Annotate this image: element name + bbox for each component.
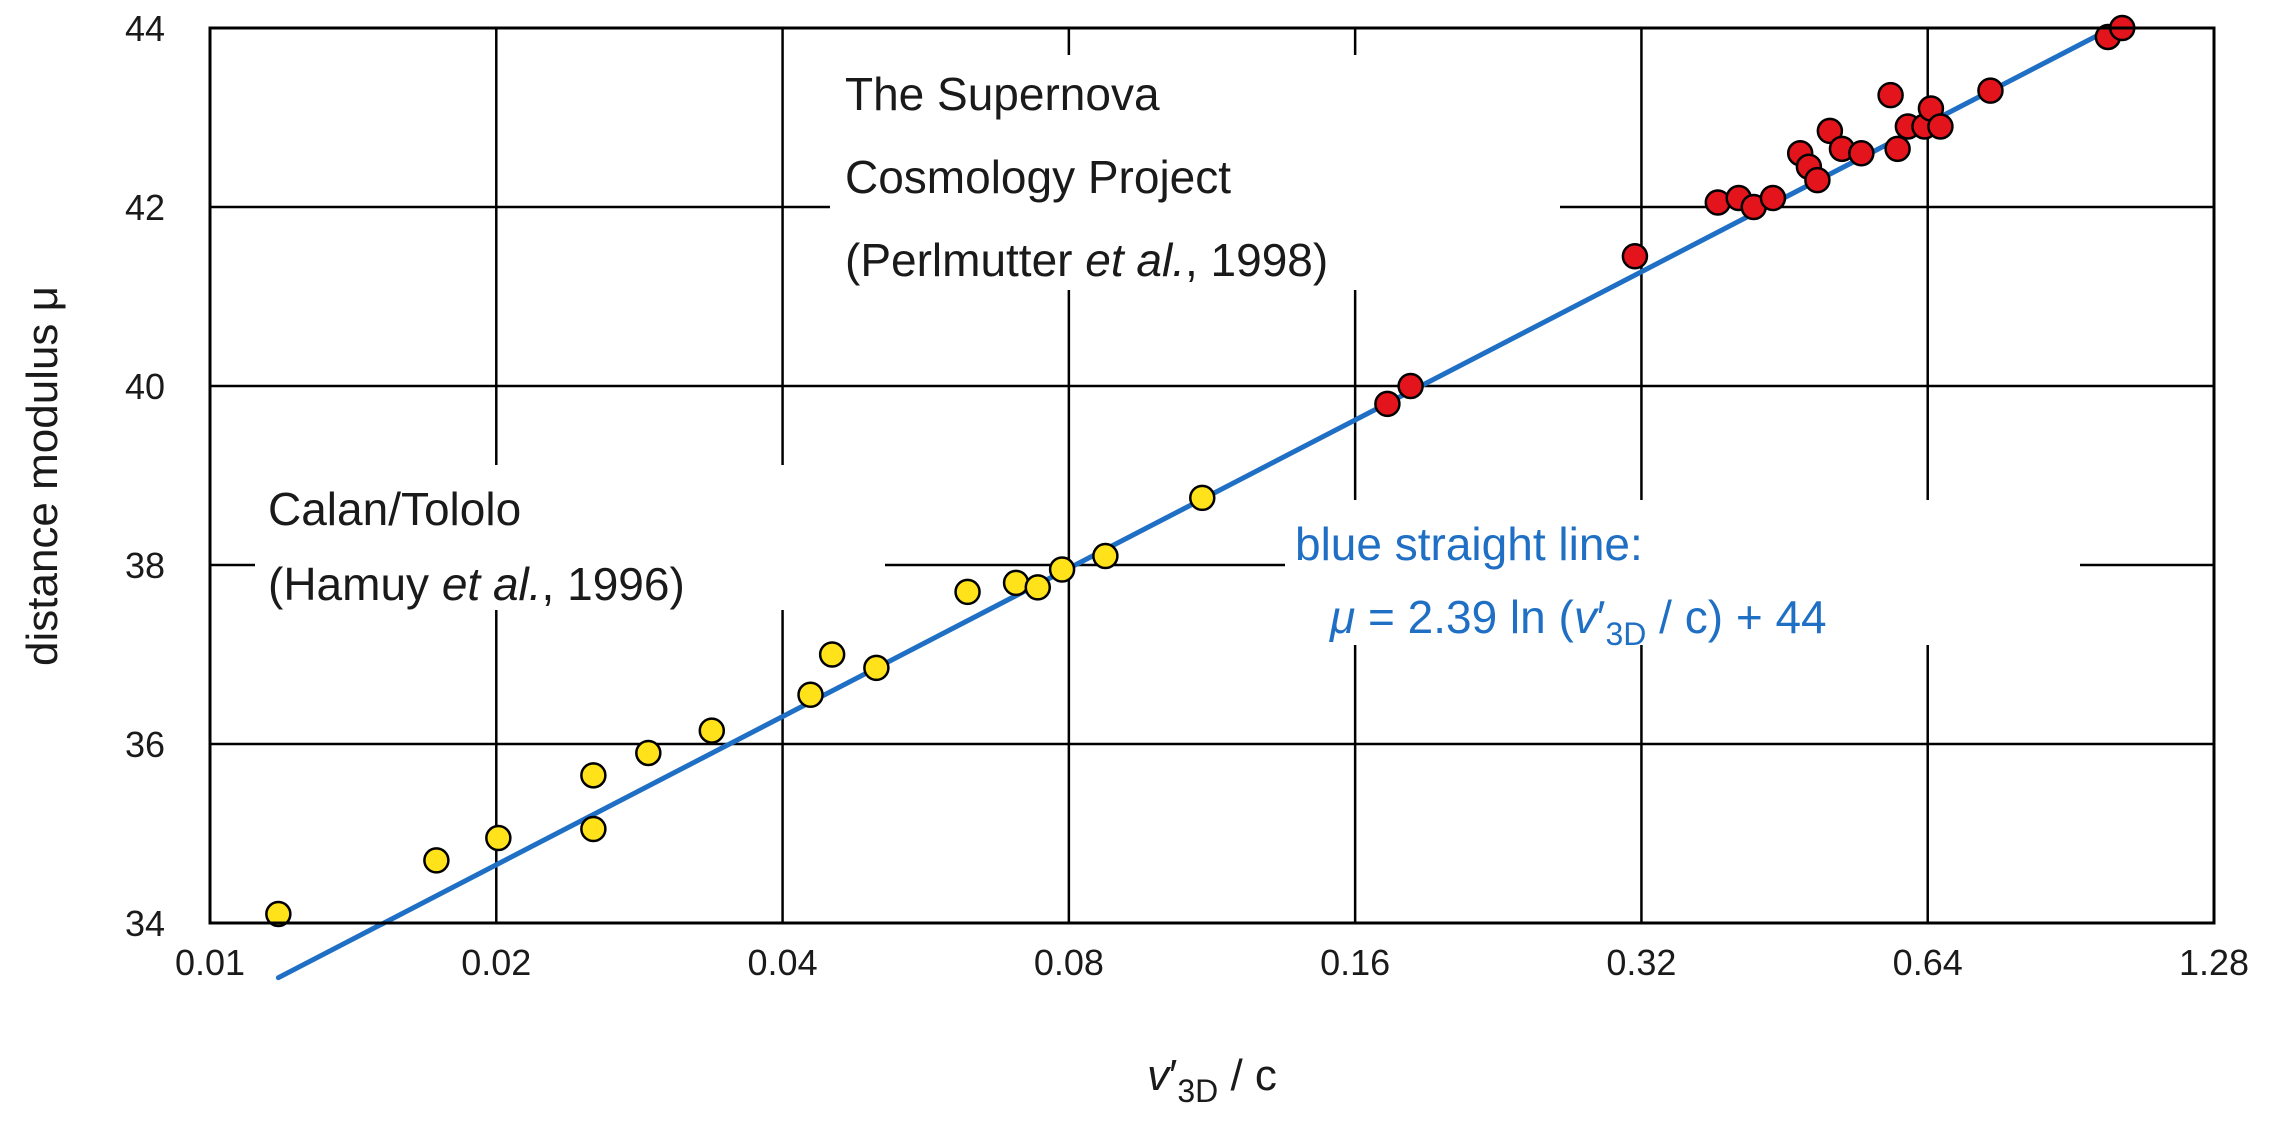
x-tick-labels: 0.01 0.02 0.04 0.08 0.16 0.32 0.64 1.28 (175, 942, 2249, 983)
data-point-s0-8 (818, 641, 846, 668)
data-point-s0-9 (863, 654, 890, 682)
data-point-s0-1 (423, 847, 450, 874)
data-point-s0-14 (1092, 542, 1119, 570)
data-point-s1-2 (1621, 242, 1649, 270)
data-point-s1-19 (1977, 77, 2004, 104)
data-point-s1-14 (1884, 135, 1911, 163)
data-point-s1-1 (1397, 372, 1424, 400)
annotation-calan-mask (255, 465, 885, 610)
data-points (265, 14, 2136, 928)
annotation-fit-equation: μ = 2.39 ln (v′3D / c) + 44 (1329, 591, 1827, 652)
annotation-calan-citation: (Hamuy et al., 1996) (268, 558, 685, 610)
x-tick-label-2: 0.04 (748, 942, 818, 983)
y-tick-labels: 34 36 38 40 42 44 (125, 8, 165, 944)
data-point-s1-6 (1759, 184, 1787, 212)
data-point-s0-3 (580, 815, 607, 843)
data-point-s0-13 (1048, 556, 1076, 583)
annotation-fit-mask (1285, 500, 2080, 645)
data-point-s1-18 (1927, 113, 1954, 140)
annotation-calan-line1: Calan/Tololo (268, 483, 521, 535)
data-point-s0-2 (485, 824, 512, 852)
data-point-s1-10 (1816, 117, 1844, 145)
x-tick-label-0: 0.01 (175, 942, 245, 983)
data-point-s0-6 (698, 717, 726, 744)
data-point-s0-12 (1024, 574, 1052, 601)
data-point-s0-0 (265, 900, 292, 928)
y-tick-label-1: 36 (125, 724, 165, 765)
x-tick-label-3: 0.08 (1034, 942, 1104, 983)
annotation-scp-citation: (Perlmutter et al., 1998) (845, 234, 1328, 286)
data-point-s0-11 (1002, 569, 1030, 597)
x-tick-label-5: 0.32 (1606, 942, 1676, 983)
y-tick-label-5: 44 (125, 8, 165, 49)
y-tick-label-2: 38 (125, 545, 165, 586)
y-tick-label-4: 42 (125, 187, 165, 228)
plot-frame (208, 26, 2216, 925)
data-point-s0-10 (954, 578, 981, 606)
y-tick-label-0: 34 (125, 903, 165, 944)
data-point-s1-12 (1848, 140, 1875, 167)
annotation-scp-line1: The Supernova (845, 68, 1160, 120)
x-tick-label-6: 0.64 (1893, 942, 1963, 983)
x-tick-label-4: 0.16 (1320, 942, 1390, 983)
annotation-scp-line2: Cosmology Project (845, 151, 1231, 203)
annotation-scp-mask (830, 55, 1560, 290)
data-point-s0-5 (635, 739, 662, 767)
x-axis-label: v′3D / c (1147, 1051, 1277, 1109)
data-point-s1-13 (1877, 81, 1904, 109)
data-point-s0-15 (1189, 484, 1216, 512)
data-point-s0-4 (580, 762, 607, 789)
y-tick-label-3: 40 (125, 366, 165, 407)
x-tick-label-7: 1.28 (2179, 942, 2249, 983)
data-point-s1-0 (1374, 390, 1401, 418)
x-tick-label-1: 0.02 (461, 942, 531, 983)
annotation-fit-title: blue straight line: (1295, 518, 1643, 570)
y-axis-label: distance modulus μ (18, 286, 67, 666)
data-point-s1-9 (1804, 166, 1831, 194)
data-point-s0-7 (797, 681, 824, 709)
